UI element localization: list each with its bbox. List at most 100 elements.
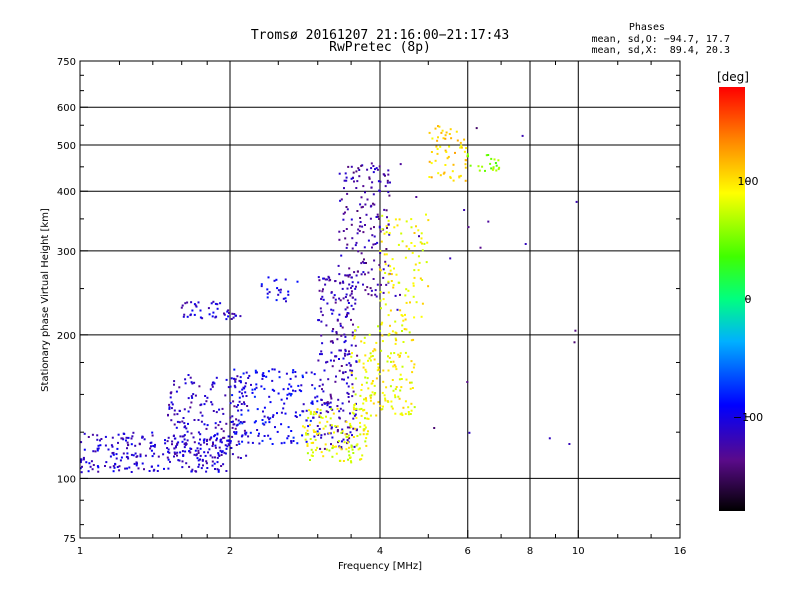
data-point [119,459,122,462]
data-point [419,241,422,244]
data-point [376,369,379,372]
data-point [282,297,285,300]
data-point [182,417,185,419]
data-point [298,389,301,392]
data-point [121,437,124,440]
data-point [107,448,110,451]
data-point [109,466,112,469]
data-point [390,280,393,282]
data-point [289,377,292,380]
data-point [96,465,99,468]
data-point [331,447,334,449]
data-point [484,169,486,172]
data-point [267,276,270,279]
data-point [448,145,451,148]
x-tick-label: 8 [527,546,533,557]
data-point [261,419,264,421]
data-point [394,337,397,340]
data-point [404,256,407,259]
data-point [254,369,257,372]
data-point [367,387,370,390]
data-point [110,444,113,447]
data-point [96,447,99,450]
data-point [322,455,325,458]
data-point [351,386,354,389]
data-point [379,299,382,302]
data-point [362,283,364,286]
data-point [387,223,390,226]
data-point [357,250,360,253]
data-point [351,369,354,372]
data-point [348,454,351,457]
data-point [130,443,133,446]
data-point [369,414,372,417]
data-point [319,353,321,356]
data-point [379,329,381,332]
data-point [134,444,137,447]
data-point [399,354,401,357]
data-point [336,425,339,428]
data-point [152,469,155,472]
data-point [199,438,201,441]
data-point [305,440,308,443]
data-point [331,436,334,439]
data-point [354,302,357,305]
data-point [360,252,363,255]
data-point [266,292,269,295]
data-point [412,284,415,287]
data-point [292,436,295,439]
data-point [236,375,239,378]
data-point [156,470,159,472]
data-point [350,461,353,464]
data-point [186,439,189,442]
data-point [97,466,100,469]
data-point [323,369,326,372]
data-point [205,427,208,430]
data-point [380,323,383,326]
data-point [309,411,312,414]
data-point [387,334,390,337]
data-point [219,440,222,443]
data-point [345,363,348,366]
data-point [358,230,361,232]
data-point [350,304,353,307]
data-point [226,310,229,313]
data-point [199,443,202,446]
data-point [456,139,459,142]
data-point [459,146,462,149]
data-point [286,397,288,400]
data-point [271,443,274,445]
data-point [251,391,254,394]
data-point [498,166,501,169]
data-point [180,306,183,309]
data-point [356,354,359,357]
data-point [392,284,395,286]
data-point [573,341,576,344]
data-point [404,313,406,316]
data-point [197,431,200,434]
data-point [302,403,305,406]
data-point [338,349,341,352]
data-point [401,365,404,368]
data-point [173,423,176,426]
data-point [199,309,202,312]
data-point [316,446,319,449]
data-point [306,452,309,455]
data-point [370,289,373,292]
data-point [232,316,235,319]
data-point [319,378,322,381]
data-point [417,269,420,272]
data-point [410,339,413,342]
data-point [362,409,365,412]
data-point [333,431,335,434]
data-point [350,292,353,295]
data-point [351,281,354,284]
data-point [338,313,341,316]
data-point [178,459,181,462]
data-point [151,455,154,458]
data-point [352,323,354,326]
data-point [372,165,375,167]
data-point [212,441,214,444]
data-point [197,301,200,304]
phase-x-stats: mean, sd,X: 89.4, 20.3 [591,45,730,56]
